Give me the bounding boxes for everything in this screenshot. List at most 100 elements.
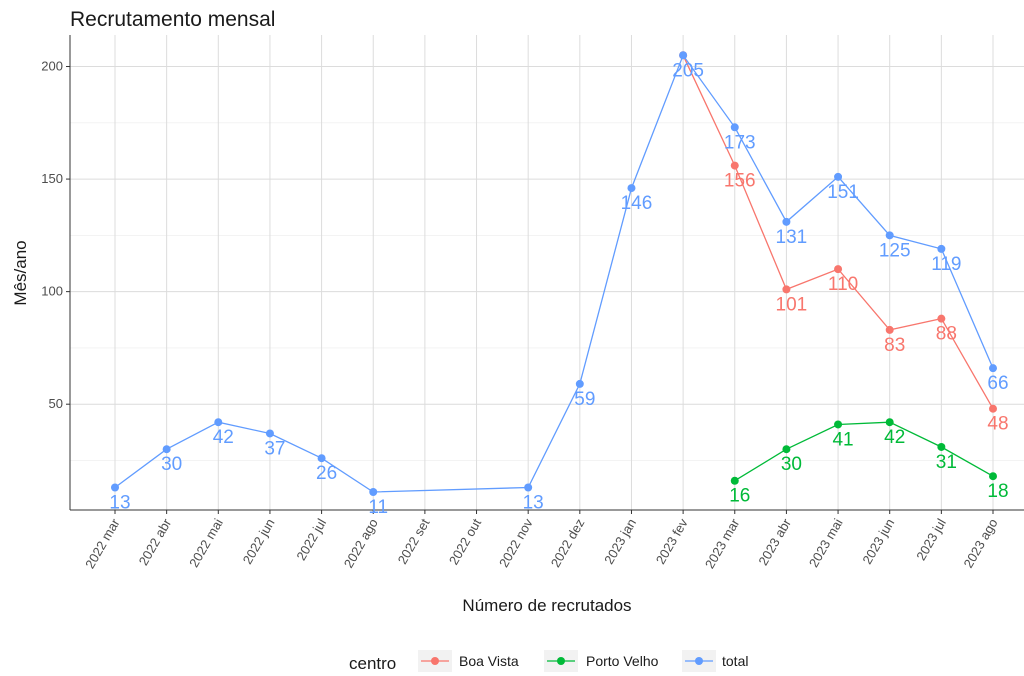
- x-tick-label: 2023 jul: [913, 516, 949, 563]
- data-label: 173: [724, 132, 756, 153]
- data-label: 101: [776, 294, 808, 315]
- y-tick-label: 50: [49, 396, 63, 411]
- y-tick-label: 200: [41, 59, 63, 74]
- data-label: 16: [729, 486, 750, 507]
- data-label: 42: [884, 427, 905, 448]
- data-label: 13: [109, 492, 130, 513]
- data-point: [730, 123, 739, 132]
- x-tick-label: 2022 ago: [341, 516, 381, 570]
- legend-title: centro: [349, 654, 396, 673]
- data-point: [834, 172, 843, 181]
- legend-label: Porto Velho: [586, 653, 659, 669]
- x-tick-label: 2023 mai: [806, 516, 846, 570]
- data-label: 42: [213, 427, 234, 448]
- x-tick-label: 2023 abr: [755, 515, 794, 568]
- grid-lines: [70, 35, 1024, 510]
- data-point: [782, 445, 791, 454]
- data-label: 88: [936, 324, 957, 345]
- data-label: 59: [574, 389, 595, 410]
- data-label: 11: [368, 497, 388, 518]
- data-point: [989, 364, 997, 373]
- data-point: [162, 445, 171, 454]
- data-label: 131: [776, 227, 808, 248]
- legend-key-point: [695, 657, 703, 665]
- x-tick-label: 2022 nov: [496, 516, 536, 570]
- legend-item-boa-vista: Boa Vista: [418, 650, 519, 672]
- data-label: 37: [264, 438, 285, 459]
- data-point: [782, 285, 791, 294]
- legend-item-total: total: [682, 650, 748, 672]
- x-tick-label: 2023 mar: [702, 515, 743, 571]
- x-tick-label: 2022 mai: [186, 516, 226, 570]
- x-tick-label: 2022 out: [446, 516, 484, 568]
- data-label: 48: [987, 414, 1008, 435]
- data-point: [834, 265, 843, 274]
- x-tick-label: 2023 jun: [859, 516, 897, 567]
- data-labels: 156 101 110 83 88 48 16 30 41 42 31 18 13 30 42 37 26 11 1…: [109, 60, 1008, 518]
- data-label: 125: [879, 240, 911, 261]
- x-tick-label: 2022 abr: [136, 515, 175, 568]
- data-label: 83: [884, 335, 905, 356]
- chart-title: Recrutamento mensal: [70, 8, 275, 31]
- data-label: 119: [931, 254, 961, 275]
- y-tick-label: 100: [41, 284, 63, 299]
- data-point: [937, 244, 946, 253]
- data-point: [679, 51, 688, 60]
- series-line: [114, 53, 994, 493]
- x-tick-label: 2022 set: [395, 516, 433, 567]
- data-point: [575, 379, 584, 388]
- x-tick-label: 2022 jul: [293, 516, 329, 563]
- data-label: 110: [828, 274, 858, 295]
- data-label: 205: [672, 60, 704, 81]
- legend-label: total: [722, 653, 748, 669]
- data-label: 18: [987, 481, 1008, 502]
- data-point: [885, 418, 894, 427]
- series-layer: [111, 51, 997, 496]
- legend-label: Boa Vista: [459, 653, 519, 669]
- data-label: 30: [161, 454, 182, 475]
- x-tick-label: 2022 jun: [240, 516, 278, 567]
- data-label: 13: [523, 492, 544, 513]
- x-tick-label: 2023 fev: [653, 516, 691, 567]
- data-point: [111, 483, 119, 492]
- series-total: [111, 51, 997, 496]
- data-point: [989, 404, 997, 413]
- data-point: [265, 429, 274, 438]
- data-label: 30: [781, 454, 802, 475]
- data-point: [834, 420, 843, 429]
- series-porto-velho: [730, 418, 997, 485]
- legend-key-point: [431, 657, 439, 665]
- series-line: [734, 421, 994, 482]
- legend-items: Boa Vista Porto Velho total: [418, 650, 748, 672]
- data-point: [989, 472, 997, 481]
- data-point: [782, 217, 791, 226]
- x-axis-title: Número de recrutados: [462, 596, 631, 615]
- data-label: 31: [936, 452, 957, 473]
- data-point: [627, 184, 636, 193]
- data-label: 41: [832, 429, 853, 450]
- data-point: [317, 454, 326, 463]
- y-axis-title: Mês/ano: [11, 240, 30, 305]
- data-point: [369, 487, 378, 496]
- x-tick-label: 2023 jan: [601, 516, 639, 567]
- data-point: [730, 476, 739, 485]
- data-point: [524, 483, 533, 492]
- legend: centro Boa Vista Porto Velho total: [349, 650, 748, 673]
- x-tick-label: 2022 mar: [82, 515, 123, 571]
- x-tick-label: 2023 ago: [960, 516, 1000, 570]
- data-point: [730, 161, 739, 170]
- legend-key-point: [557, 657, 565, 665]
- y-tick-label: 150: [41, 171, 63, 186]
- legend-item-porto-velho: Porto Velho: [544, 650, 659, 672]
- data-label: 156: [724, 171, 756, 192]
- data-label: 26: [316, 463, 337, 484]
- data-point: [214, 418, 223, 427]
- data-label: 146: [621, 193, 653, 214]
- data-point: [885, 325, 894, 334]
- data-point: [937, 442, 946, 451]
- data-label: 151: [827, 182, 859, 203]
- data-point: [885, 231, 894, 240]
- data-label: 66: [987, 373, 1008, 394]
- plot-background: [70, 35, 1024, 510]
